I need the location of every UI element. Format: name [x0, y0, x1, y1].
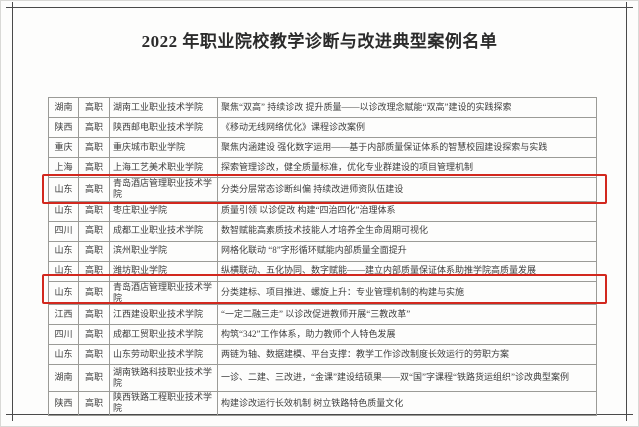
table-row: 山东 高职 山东劳动职业技术学院 两链为轴、数据建模、平台支撑：教学工作诊改制度… [48, 344, 597, 365]
cell-description: “一定二融三走” 以诊改促进教师开展“三教改革” [217, 304, 597, 325]
cell-province: 山东 [48, 177, 79, 202]
cell-level: 高职 [78, 324, 110, 345]
table-row: 上海 高职 上海工艺美术职业学院 探索管理诊改，健全质量标准，优化专业群建设的项… [48, 157, 597, 178]
cell-level: 高职 [78, 117, 110, 138]
cell-level: 高职 [78, 157, 110, 178]
cell-province: 湖南 [48, 364, 79, 392]
cell-province: 江西 [48, 304, 79, 325]
table-row: 四川 高职 成都工业职业技术学院 数智赋能高素质技术技能人才培养全生命周期可视化 [48, 220, 597, 242]
cell-school: 滨州职业学院 [109, 240, 218, 262]
cell-description: 一诊、二建、三改进，“金课”建设结硕果——双“国”字课程“铁路货运组织”诊改典型… [217, 364, 597, 392]
cell-description: 构建诊改运行长效机制 树立铁路特色质量文化 [217, 391, 597, 416]
cell-description: 两链为轴、数据建模、平台支撑：教学工作诊改制度长效运行的劳职方案 [217, 344, 597, 365]
cell-province: 四川 [48, 220, 79, 242]
cell-description: 《移动无线网络优化》课程诊改案例 [217, 117, 597, 138]
document-title: 2022 年职业院校教学诊断与改进典型案例名单 [141, 32, 498, 51]
cell-school: 湖南工业职业技术学院 [109, 97, 218, 118]
cell-description: 分类建标、项目推进、螺旋上升：专业管理机制的构建与实施 [217, 280, 597, 305]
cell-description: 聚焦内涵建设 强化数字运用——基于内部质量保证体系的智慧校园建设探索与实践 [217, 137, 597, 158]
table-row: 湖南 高职 湖南铁路科技职业技术学院 一诊、二建、三改进，“金课”建设结硕果——… [48, 364, 597, 392]
table-row: 山东 高职 滨州职业学院 网格化联动 “8”字形循环赋能内部质量全面提升 [48, 240, 597, 262]
cell-province: 山东 [48, 200, 79, 222]
cell-level: 高职 [78, 200, 110, 222]
cell-level: 高职 [78, 240, 110, 262]
table-row: 山东 高职 枣庄职业学院 质量引领 以诊促改 构建“四治四化”治理体系 [48, 200, 597, 222]
cell-school: 成都工业职业技术学院 [109, 220, 218, 242]
table-row: 重庆 高职 重庆城市职业学院 聚焦内涵建设 强化数字运用——基于内部质量保证体系… [48, 137, 597, 158]
table-row-highlighted: 山东 高职 青岛酒店管理职业技术学院 分类建标、项目推进、螺旋上升：专业管理机制… [48, 280, 597, 305]
cell-province: 山东 [48, 240, 79, 262]
cell-description: 探索管理诊改，健全质量标准，优化专业群建设的项目管理机制 [217, 157, 597, 178]
table-row-highlighted: 山东 高职 青岛酒店管理职业技术学院 分类分层常态诊断纠偏 持续改进师资队伍建设 [48, 177, 597, 202]
case-table: 湖南 高职 湖南工业职业技术学院 聚焦“双高” 持续诊改 提升质量——以诊改理念… [48, 97, 597, 416]
cell-level: 高职 [78, 391, 110, 416]
cell-province: 山东 [48, 344, 79, 365]
cell-level: 高职 [78, 304, 110, 325]
cell-school: 成都工贸职业技术学院 [109, 324, 218, 345]
cell-province: 陕西 [48, 117, 79, 138]
cell-level: 高职 [78, 364, 110, 392]
table-row: 陕西 高职 陕西邮电职业技术学院 《移动无线网络优化》课程诊改案例 [48, 117, 597, 138]
cell-province: 山东 [48, 260, 79, 282]
cell-school: 青岛酒店管理职业技术学院 [109, 177, 218, 202]
cell-level: 高职 [78, 260, 110, 282]
cell-province: 山东 [48, 280, 79, 305]
cell-school: 枣庄职业学院 [109, 200, 218, 222]
cell-school: 江西建设职业技术学院 [109, 304, 218, 325]
cell-school: 青岛酒店管理职业技术学院 [109, 280, 218, 305]
cell-province: 上海 [48, 157, 79, 178]
cell-school: 潍坊职业学院 [109, 260, 218, 282]
cell-description: 分类分层常态诊断纠偏 持续改进师资队伍建设 [217, 177, 597, 202]
cell-level: 高职 [78, 137, 110, 158]
cell-school: 湖南铁路科技职业技术学院 [109, 364, 218, 392]
cell-level: 高职 [78, 344, 110, 365]
table-row: 山东 高职 潍坊职业学院 纵横联动、五化协同、数字赋能——建立内部质量保证体系助… [48, 260, 597, 282]
cell-school: 陕西邮电职业技术学院 [109, 117, 218, 138]
cell-province: 重庆 [48, 137, 79, 158]
cell-level: 高职 [78, 220, 110, 242]
cell-school: 山东劳动职业技术学院 [109, 344, 218, 365]
table-row: 陕西 高职 陕西铁路工程职业技术学院 构建诊改运行长效机制 树立铁路特色质量文化 [48, 391, 597, 416]
table-row: 四川 高职 成都工贸职业技术学院 构筑“342”工作体系，助力教师个人特色发展 [48, 324, 597, 345]
cell-province: 陕西 [48, 391, 79, 416]
cell-level: 高职 [78, 97, 110, 118]
cell-description: 网格化联动 “8”字形循环赋能内部质量全面提升 [217, 240, 597, 262]
cell-school: 陕西铁路工程职业技术学院 [109, 391, 218, 416]
cell-school: 重庆城市职业学院 [109, 137, 218, 158]
cell-description: 质量引领 以诊促改 构建“四治四化”治理体系 [217, 200, 597, 222]
cell-province: 湖南 [48, 97, 79, 118]
table-row: 湖南 高职 湖南工业职业技术学院 聚焦“双高” 持续诊改 提升质量——以诊改理念… [48, 97, 597, 118]
cell-level: 高职 [78, 280, 110, 305]
cell-description: 纵横联动、五化协同、数字赋能——建立内部质量保证体系助推学院高质量发展 [217, 260, 597, 282]
table-row: 江西 高职 江西建设职业技术学院 “一定二融三走” 以诊改促进教师开展“三教改革… [48, 304, 597, 325]
cell-description: 数智赋能高素质技术技能人才培养全生命周期可视化 [217, 220, 597, 242]
cell-level: 高职 [78, 177, 110, 202]
cell-description: 聚焦“双高” 持续诊改 提升质量——以诊改理念赋能“双高”建设的实践探索 [217, 97, 597, 118]
cell-description: 构筑“342”工作体系，助力教师个人特色发展 [217, 324, 597, 345]
cell-school: 上海工艺美术职业学院 [109, 157, 218, 178]
cell-province: 四川 [48, 324, 79, 345]
